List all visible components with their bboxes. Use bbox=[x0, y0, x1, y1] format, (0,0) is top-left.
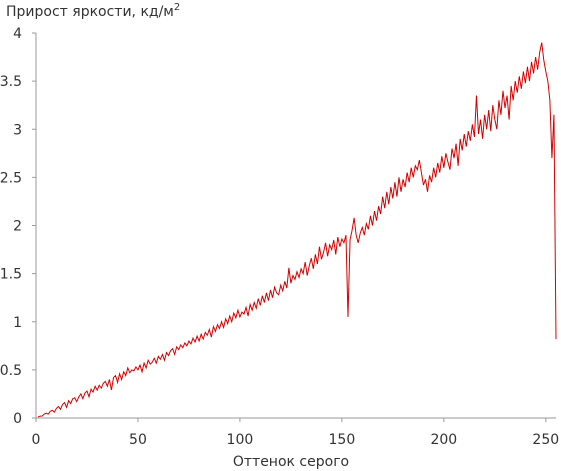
data-line bbox=[37, 42, 557, 418]
y-tick-label: 4 bbox=[13, 26, 22, 42]
x-tick-label: 250 bbox=[532, 432, 559, 448]
y-tick-label: 1.5 bbox=[0, 267, 22, 283]
y-tick-label: 2.5 bbox=[0, 170, 22, 186]
x-tick-label: 150 bbox=[329, 432, 356, 448]
x-tick-label: 50 bbox=[129, 432, 147, 448]
y-tick-label: 0.5 bbox=[0, 363, 22, 379]
y-tick-label: 1 bbox=[13, 315, 22, 331]
title-superscript: 2 bbox=[174, 2, 180, 13]
title-text: Прирост яркости, кд/м bbox=[6, 4, 174, 20]
y-tick-label: 2 bbox=[13, 219, 22, 235]
y-tick-label: 0 bbox=[13, 411, 22, 427]
chart-title: Прирост яркости, кд/м2 bbox=[6, 2, 180, 20]
x-tick-label: 200 bbox=[430, 432, 457, 448]
x-axis-label: Оттенок серого bbox=[233, 454, 349, 470]
x-tick-label: 100 bbox=[227, 432, 254, 448]
y-tick-label: 3 bbox=[13, 122, 22, 138]
x-tick-label: 0 bbox=[32, 432, 41, 448]
y-tick-label: 3.5 bbox=[0, 74, 22, 90]
